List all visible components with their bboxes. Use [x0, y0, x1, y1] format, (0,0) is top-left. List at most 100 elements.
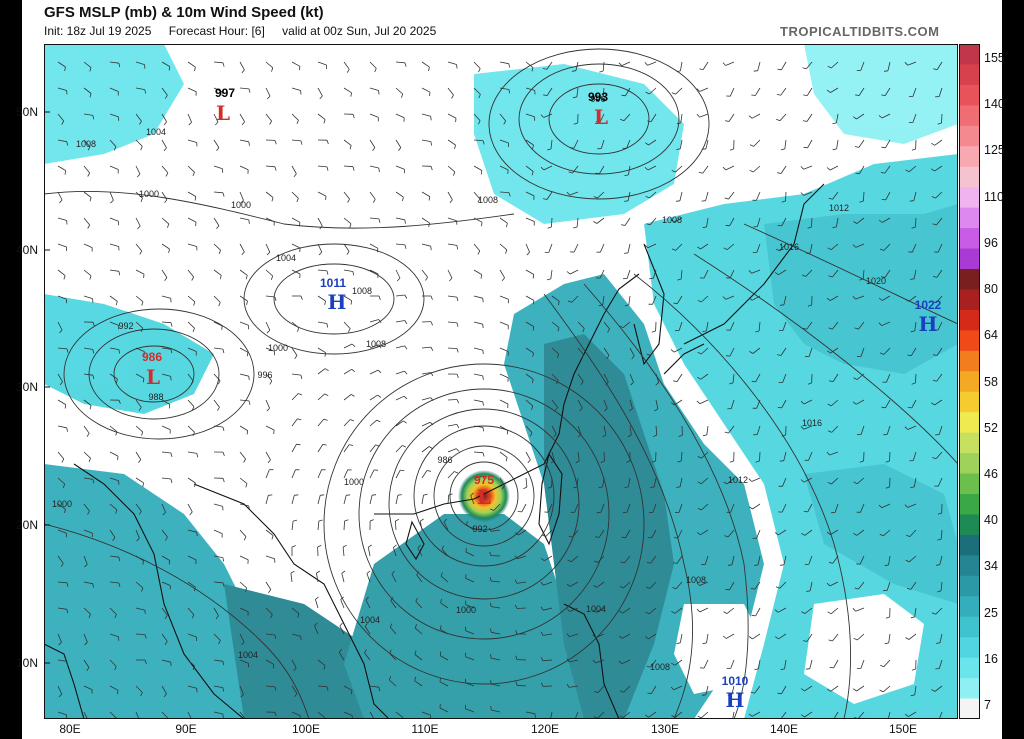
wind-barb	[679, 191, 683, 201]
wind-barb	[391, 573, 397, 583]
wind-barb	[830, 529, 839, 535]
wind-barb-flag	[404, 345, 408, 350]
wind-barb-flag	[723, 247, 728, 251]
wind-barb-flag	[566, 658, 570, 663]
wind-barb-flag	[245, 483, 248, 488]
wind-barb	[473, 475, 483, 479]
wind-barb-flag	[490, 654, 492, 659]
wind-barb	[135, 581, 144, 589]
wind-barb	[499, 165, 509, 171]
wind-barb	[109, 347, 119, 350]
wind-barb	[239, 165, 249, 171]
wind-barb-flag	[404, 320, 408, 325]
wind-barb-flag	[702, 642, 707, 645]
wind-barb	[599, 165, 605, 174]
wind-barb-flag	[620, 118, 625, 122]
wind-barb-flag	[140, 198, 143, 203]
wind-barb-flag	[754, 668, 759, 670]
wind-barb	[390, 600, 397, 609]
wind-barb	[675, 87, 683, 95]
wind-barb-flag	[417, 544, 421, 549]
wind-barb	[935, 191, 943, 199]
wind-barb-flag	[62, 483, 66, 488]
wind-barb-flag	[619, 715, 624, 719]
wind-barb-flag	[218, 302, 221, 307]
wind-barb	[752, 633, 761, 640]
wind-barb	[239, 659, 249, 664]
wind-barb	[291, 139, 302, 142]
wind-barb-flag	[414, 624, 417, 629]
wind-barb-flag	[506, 223, 508, 228]
wind-barb	[784, 659, 787, 669]
wind-barb-flag	[456, 322, 459, 327]
wind-barb	[569, 685, 579, 688]
colorbar-swatch	[959, 228, 980, 250]
wind-barb-flag	[192, 432, 195, 437]
wind-barb	[213, 217, 220, 226]
wind-barb-flag	[542, 68, 547, 70]
wind-barb-flag	[933, 68, 938, 70]
wind-barb-flag	[729, 148, 734, 151]
wind-barb	[829, 165, 839, 171]
wind-barb	[213, 373, 221, 381]
wind-barb	[414, 654, 423, 661]
wind-barb	[860, 347, 865, 357]
wind-barb-flag	[725, 120, 730, 122]
wind-barb-flag	[645, 714, 649, 718]
wind-barb	[702, 165, 709, 174]
wind-barb	[317, 444, 324, 453]
wind-barb	[369, 217, 380, 220]
wind-barb-flag	[266, 407, 270, 412]
wind-barb	[83, 87, 92, 94]
wind-barb-flag	[671, 92, 676, 95]
wind-barb-flag	[748, 506, 753, 510]
wind-shading	[44, 44, 958, 719]
wind-barb	[187, 373, 194, 382]
wind-barb	[57, 685, 63, 695]
wind-barb	[936, 61, 943, 70]
wind-barb-flag	[271, 197, 274, 202]
wind-barb	[265, 607, 273, 615]
wind-barb	[395, 217, 405, 221]
wind-barb	[443, 521, 449, 531]
wind-barb-flag	[294, 355, 298, 360]
wind-barb	[701, 503, 709, 511]
wind-barb-flag	[352, 114, 355, 119]
wind-barb-flag	[320, 494, 325, 496]
wind-barb-flag	[621, 94, 626, 97]
wind-barb	[491, 529, 501, 532]
wind-barb-flag	[489, 508, 494, 511]
wind-barb-flag	[170, 662, 172, 667]
wind-barb-flag	[878, 115, 883, 119]
wind-barb-flag	[324, 300, 326, 305]
wind-barb-flag	[646, 561, 651, 564]
wind-barb-flag	[478, 94, 481, 99]
wind-barb	[239, 61, 245, 70]
isobar-label: 1016	[778, 242, 800, 252]
wind-barb	[887, 711, 891, 719]
wind-barb-flag	[599, 70, 604, 73]
wind-barb	[756, 243, 761, 253]
wind-barb-flag	[829, 666, 834, 669]
wind-barb-flag	[429, 92, 431, 97]
wind-barb-flag	[932, 379, 937, 382]
wind-barb-flag	[477, 198, 481, 203]
wind-barb-flag	[164, 94, 168, 99]
wind-barb-flag	[655, 382, 660, 386]
wind-barb-flag	[852, 295, 856, 300]
wind-barb-flag	[826, 297, 831, 301]
wind-barb	[187, 165, 195, 173]
wind-barb-flag	[170, 349, 173, 354]
wind-barb-flag	[750, 587, 755, 590]
wind-barb-flag	[316, 570, 321, 574]
wind-barb	[597, 711, 605, 719]
wind-barb-flag	[350, 394, 355, 397]
wind-barb	[884, 87, 891, 96]
wind-barb-flag	[142, 482, 144, 487]
wind-barb-flag	[378, 167, 380, 173]
wind-barb	[831, 425, 839, 433]
wind-barb-flag	[89, 197, 92, 202]
wind-barb	[934, 685, 943, 692]
wind-barb	[473, 451, 484, 454]
wind-barb	[543, 633, 553, 636]
